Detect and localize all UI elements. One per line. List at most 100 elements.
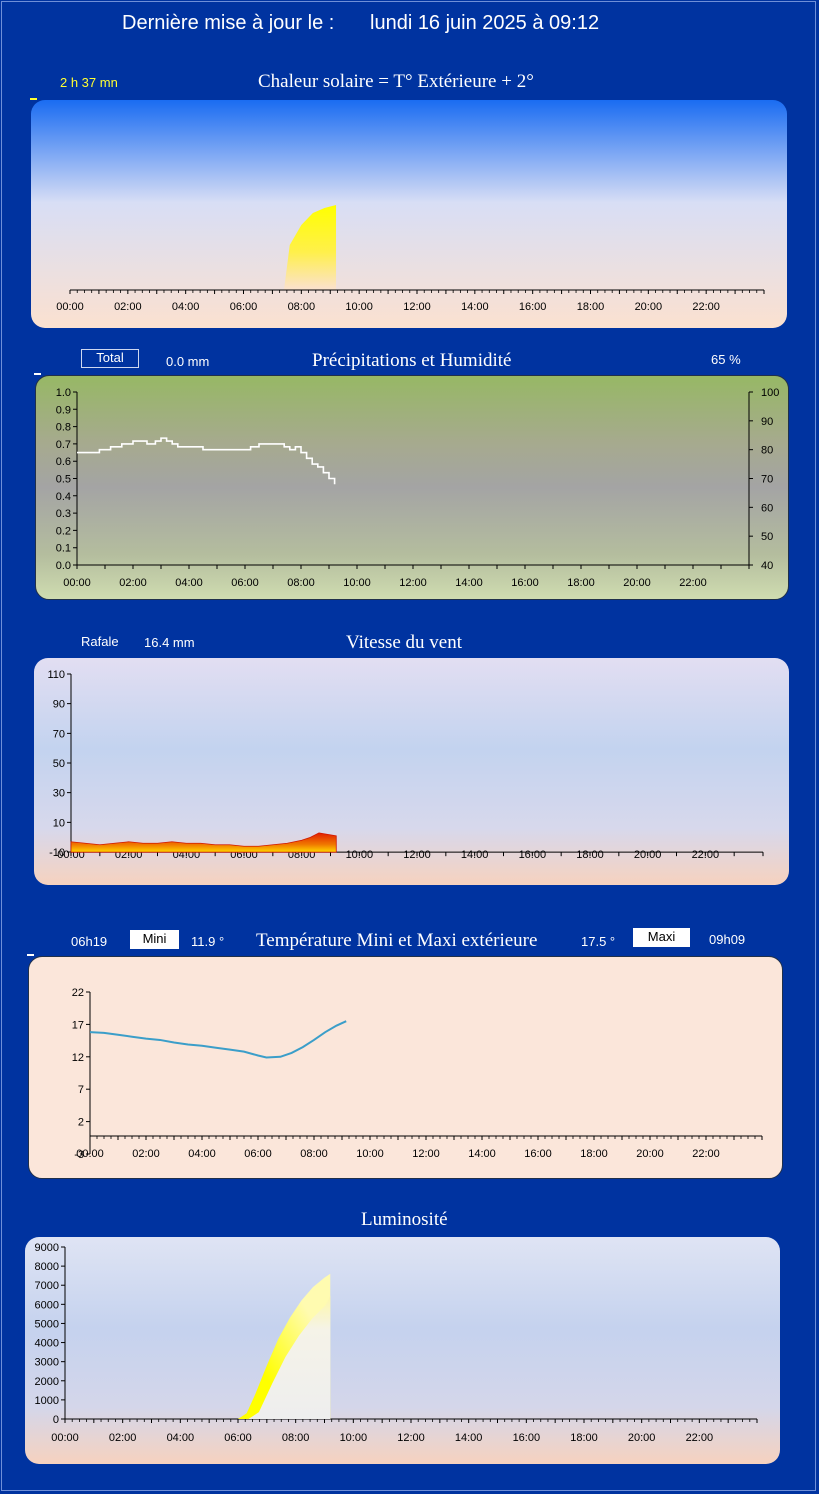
precip-left-y-label: 0.5 xyxy=(56,474,71,486)
temp-x-label: 06:00 xyxy=(244,1148,272,1160)
temp-chart: 22 17 12 7 2 -300:00 02:00 04:00 06:00 08:00 10:00… xyxy=(72,987,763,1161)
mini-box: Mini xyxy=(130,930,179,949)
temp-y-label: 22 xyxy=(72,987,84,999)
lum-x-label: 12:00 xyxy=(397,1432,425,1444)
precip-x-label: 02:00 xyxy=(119,577,147,589)
precip-right-y-label: 80 xyxy=(761,445,773,457)
wind-y-label: -10 xyxy=(49,847,65,859)
temp-panel: 22 17 12 7 2 -3 00:00 02:00 04:00 06:00 08:00 10:00… xyxy=(28,956,783,1179)
temp-x-label: 14:00 xyxy=(468,1148,496,1160)
temp-x-label: 00:00 xyxy=(76,1148,104,1160)
wind-x-label: 10:00 xyxy=(346,849,374,861)
precip-title: Précipitations et Humidité xyxy=(312,350,512,371)
wind-y-label: 90 xyxy=(53,699,65,711)
rain-total: 0.0 mm xyxy=(166,354,210,369)
temp-y-label: 12 xyxy=(72,1052,84,1064)
precip-right-y-label: 60 xyxy=(761,502,773,514)
lum-chart: 9000 8000 7000 6000 5000 4000 3000 2000 1000 0 00:… xyxy=(35,1242,758,1444)
max-value: 17.5 ° xyxy=(581,934,616,949)
solar-x-label: 10:00 xyxy=(345,301,373,313)
wind-y-label: 50 xyxy=(53,758,65,770)
lum-y-label: 9000 xyxy=(35,1242,59,1254)
precip-x-label: 14:00 xyxy=(455,577,483,589)
temp-y-label: 17 xyxy=(72,1019,84,1031)
solar-x-label: 22:00 xyxy=(692,301,720,313)
precip-left-y-label: 0.6 xyxy=(56,456,71,468)
precip-right-y-label: 70 xyxy=(761,474,773,486)
precip-panel: 1.0 0.9 0.8 0.7 0.6 0.5 0.4 0.3 0.2 0.1 0.0 100 90 80… xyxy=(35,375,789,600)
lum-x-label: 06:00 xyxy=(224,1432,252,1444)
wind-x-label: 16:00 xyxy=(519,849,547,861)
gust-value: 16.4 mm xyxy=(144,635,195,650)
lum-y-label: 6000 xyxy=(35,1299,59,1311)
lum-x-label: 04:00 xyxy=(167,1432,195,1444)
temperature-line xyxy=(89,1020,347,1059)
precip-x-label: 16:00 xyxy=(511,577,539,589)
lum-x-label: 16:00 xyxy=(513,1432,541,1444)
wind-x-label: 22:00 xyxy=(692,849,720,861)
min-value: 11.9 ° xyxy=(191,934,225,949)
lum-x-label: 18:00 xyxy=(570,1432,598,1444)
solar-panel: 00:00 02:00 04:00 06:00 08:00 10:00 12:00 14:00… xyxy=(31,100,787,328)
wind-y-label: 110 xyxy=(47,669,65,681)
precip-x-label: 06:00 xyxy=(231,577,259,589)
precip-x-label: 22:00 xyxy=(679,577,707,589)
precip-chart: 1.0 0.9 0.8 0.7 0.6 0.5 0.4 0.3 0.2 0.1 0.0 100 90 80… xyxy=(56,387,780,589)
precip-x-label: 00:00 xyxy=(63,577,91,589)
wind-title: Vitesse du vent xyxy=(346,632,463,653)
wind-x-label: 20:00 xyxy=(634,849,662,861)
total-box: Total xyxy=(81,349,139,368)
precip-left-y-label: 0.9 xyxy=(56,404,71,416)
lum-x-label: 14:00 xyxy=(455,1432,483,1444)
solar-x-label: 16:00 xyxy=(519,301,547,313)
update-date: lundi 16 juin 2025 à 09:12 xyxy=(370,12,600,34)
temp-x-label: 22:00 xyxy=(692,1148,720,1160)
precip-x-label: 18:00 xyxy=(567,577,595,589)
precip-left-y-label: 0.4 xyxy=(56,491,71,503)
temp-x-label: 18:00 xyxy=(580,1148,608,1160)
lum-x-label: 02:00 xyxy=(109,1432,137,1444)
luminosity-area-inner xyxy=(238,1291,331,1419)
temp-marker xyxy=(27,954,34,956)
precip-x-label: 10:00 xyxy=(343,577,371,589)
solar-marker xyxy=(30,98,37,100)
lum-y-label: 2000 xyxy=(35,1376,59,1388)
temp-y-label: 2 xyxy=(78,1117,84,1129)
lum-x-label: 20:00 xyxy=(628,1432,656,1444)
solar-area xyxy=(283,205,337,290)
precip-left-y-label: 0.2 xyxy=(56,525,71,537)
solar-x-label: 12:00 xyxy=(403,301,431,313)
gust-label: Rafale xyxy=(81,634,119,649)
precip-left-y-label: 0.0 xyxy=(56,560,71,572)
solar-x-label: 04:00 xyxy=(172,301,200,313)
lum-x-label: 22:00 xyxy=(686,1432,714,1444)
precip-left-y-label: 1.0 xyxy=(56,387,71,399)
wind-x-label: 14:00 xyxy=(461,849,489,861)
wind-x-label: 18:00 xyxy=(576,849,604,861)
wind-y-label: 30 xyxy=(53,788,65,800)
temp-x-label: 10:00 xyxy=(356,1148,384,1160)
precip-left-y-label: 0.3 xyxy=(56,508,71,520)
temp-y-label: 7 xyxy=(78,1084,84,1096)
maxi-box: Maxi xyxy=(633,928,690,947)
temp-x-label: 12:00 xyxy=(412,1148,440,1160)
precip-marker xyxy=(34,373,41,375)
precip-x-label: 20:00 xyxy=(623,577,651,589)
lum-x-label: 10:00 xyxy=(340,1432,368,1444)
solar-x-label: 06:00 xyxy=(230,301,258,313)
solar-x-label: 08:00 xyxy=(288,301,316,313)
solar-chart: 00:00 02:00 04:00 06:00 08:00 10:00 12:00 14:00… xyxy=(56,205,765,313)
lum-y-label: 3000 xyxy=(35,1357,59,1369)
max-time: 09h09 xyxy=(709,932,746,947)
lum-x-label: 08:00 xyxy=(282,1432,310,1444)
temp-x-label: 02:00 xyxy=(132,1148,160,1160)
solar-x-label: 20:00 xyxy=(635,301,663,313)
solar-x-label: 00:00 xyxy=(56,301,84,313)
lum-y-label: 0 xyxy=(53,1414,59,1426)
temp-x-label: 04:00 xyxy=(188,1148,216,1160)
wind-y-label: 10 xyxy=(53,817,65,829)
solar-x-label: 14:00 xyxy=(461,301,489,313)
lum-panel: 9000 8000 7000 6000 5000 4000 3000 2000 1000 0 00:… xyxy=(25,1237,780,1464)
